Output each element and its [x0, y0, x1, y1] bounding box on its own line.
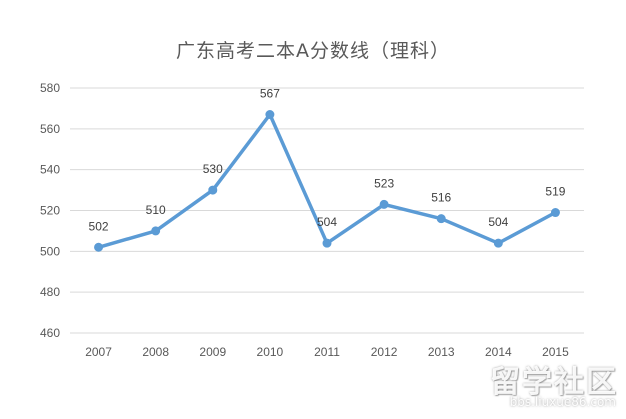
data-point	[94, 242, 104, 252]
y-tick-label: 480	[40, 285, 60, 299]
data-point	[550, 208, 560, 218]
y-tick-label: 500	[40, 244, 60, 258]
data-label: 502	[89, 219, 109, 233]
data-point	[379, 199, 389, 209]
x-tick-label: 2011	[314, 345, 340, 359]
data-point	[493, 238, 503, 248]
data-label: 504	[317, 215, 337, 229]
x-tick-label: 2008	[142, 345, 169, 359]
data-point	[151, 226, 161, 236]
data-label: 510	[146, 203, 166, 217]
y-tick-label: 580	[40, 81, 60, 95]
data-point	[208, 185, 218, 195]
x-tick-label: 2007	[85, 345, 112, 359]
y-axis-tick-labels: 460 480 500 520 540 560 580	[40, 81, 60, 340]
data-point	[265, 110, 275, 120]
watermark-logo: 留学社区 bbs.liuxue86.com	[458, 357, 618, 415]
data-label: 516	[431, 191, 451, 205]
watermark-url: bbs.liuxue86.com	[509, 395, 616, 409]
x-tick-label: 2015	[542, 345, 569, 359]
data-label: 530	[203, 162, 223, 176]
y-tick-label: 540	[40, 163, 60, 177]
data-label: 519	[545, 185, 565, 199]
y-tick-label: 520	[40, 204, 60, 218]
y-tick-label: 460	[40, 326, 60, 340]
gridlines	[70, 87, 584, 334]
data-point	[436, 214, 446, 224]
watermark-text: 留学社区	[490, 365, 618, 400]
x-tick-label: 2010	[257, 345, 284, 359]
data-label: 504	[488, 215, 508, 229]
x-tick-label: 2013	[428, 345, 455, 359]
x-tick-label: 2014	[485, 345, 512, 359]
data-point	[322, 238, 332, 248]
x-tick-label: 2009	[199, 345, 226, 359]
y-tick-label: 560	[40, 122, 60, 136]
data-label: 523	[374, 176, 394, 190]
data-label: 567	[260, 87, 280, 101]
x-tick-label: 2012	[371, 345, 398, 359]
data-point-markers	[94, 110, 560, 252]
chart-title: 广东高考二本A分数线（理科）	[176, 40, 450, 62]
data-labels: 502 510 530 567 504 523 516 504 519	[89, 87, 566, 234]
x-axis-tick-labels: 2007 2008 2009 2010 2011 2012 2013 2014 2015	[85, 345, 569, 359]
